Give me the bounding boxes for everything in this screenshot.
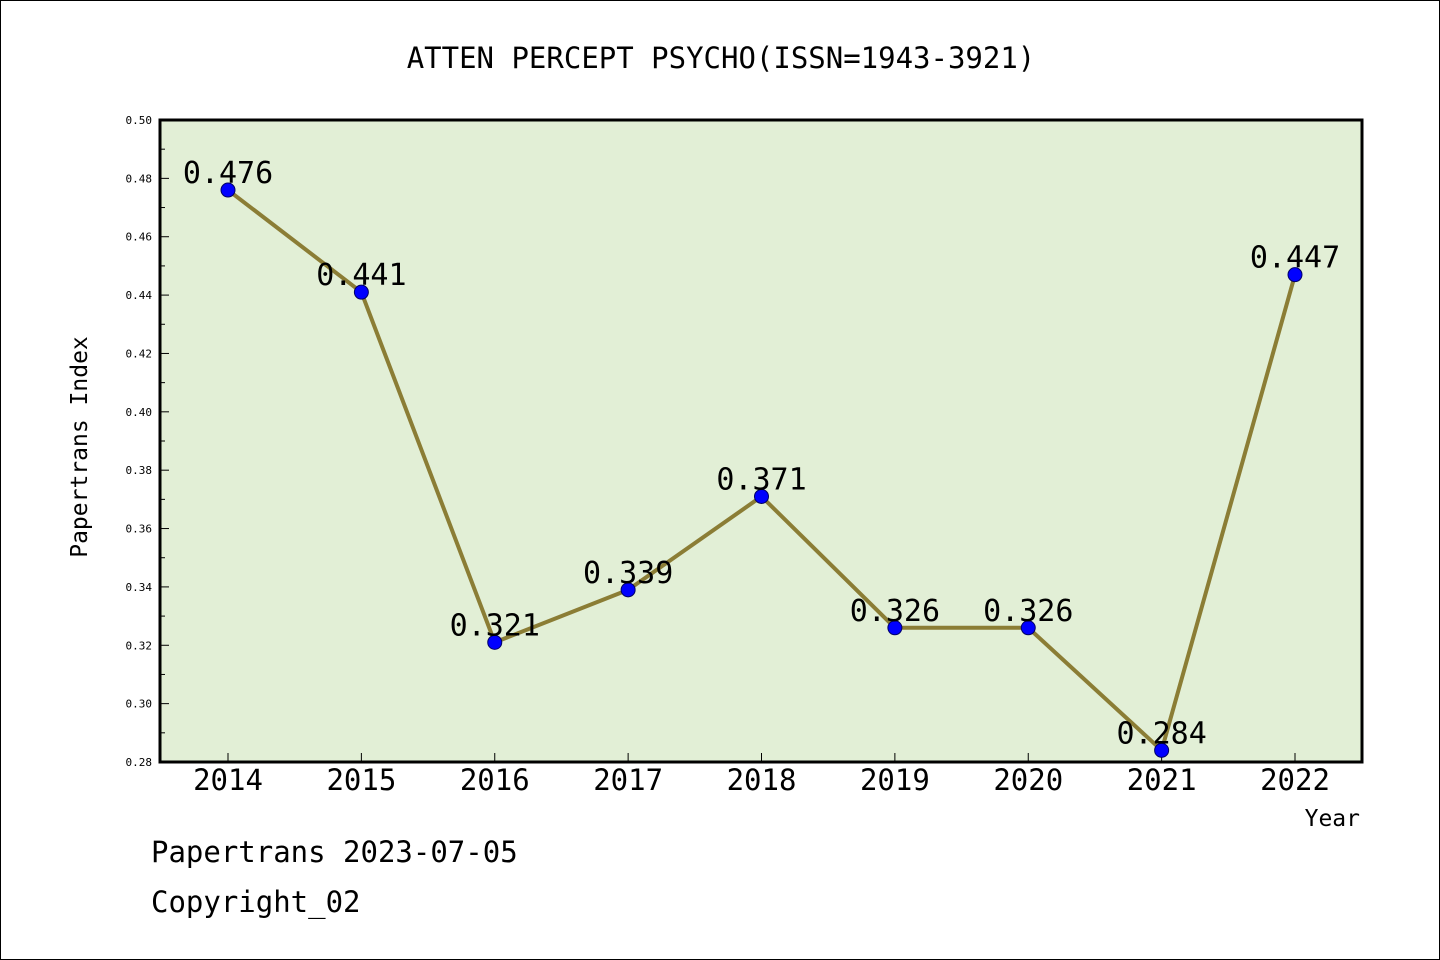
data-point-marker xyxy=(487,634,503,650)
y-axis: 0.28 0.30 0.32 0.34 0.36 0.38 0.40 0.42 0.44 0.46… xyxy=(126,114,169,769)
y-tick-label: 0.34 xyxy=(126,581,153,594)
y-tick-label: 0.32 xyxy=(126,639,153,652)
data-point-marker xyxy=(887,620,903,636)
y-tick-label: 0.36 xyxy=(126,523,153,536)
x-tick-label: 2018 xyxy=(727,763,797,797)
data-point-marker xyxy=(1154,742,1170,758)
y-tick-label: 0.42 xyxy=(126,347,153,360)
data-label: 0.371 xyxy=(716,462,806,497)
data-label: 0.476 xyxy=(183,156,273,191)
x-tick-label: 2021 xyxy=(1127,763,1197,797)
data-label: 0.321 xyxy=(450,608,540,643)
y-tick-label: 0.50 xyxy=(126,114,153,127)
y-tick-label: 0.30 xyxy=(126,698,153,711)
footer-date-line: Papertrans 2023-07-05 xyxy=(151,835,518,869)
x-axis-label: Year xyxy=(1305,806,1360,832)
x-tick-label: 2015 xyxy=(326,763,396,797)
x-tick-label: 2019 xyxy=(860,763,930,797)
y-axis-label: Papertrans Index xyxy=(67,336,93,558)
y-tick-label: 0.48 xyxy=(126,172,153,185)
data-point-marker xyxy=(1020,620,1036,636)
data-point-marker xyxy=(220,182,236,198)
data-point-marker xyxy=(1287,267,1303,283)
data-label: 0.441 xyxy=(316,258,406,293)
series-line-group xyxy=(220,182,1303,758)
x-tick-label: 2020 xyxy=(993,763,1063,797)
x-axis: 2014 2015 2016 2017 2018 2019 2020 2021 2022 xyxy=(193,753,1330,797)
x-tick-label: 2017 xyxy=(593,763,663,797)
x-tick-label: 2022 xyxy=(1260,763,1330,797)
data-labels-group: 0.476 0.441 0.321 0.339 0.371 0.326 0.326 0.284… xyxy=(183,156,1340,751)
chart-title: ATTEN PERCEPT PSYCHO(ISSN=1943-3921) xyxy=(407,41,1036,75)
plot-area xyxy=(158,118,1364,764)
data-label: 0.326 xyxy=(850,594,940,629)
y-tick-label: 0.44 xyxy=(126,289,153,302)
y-tick-label: 0.40 xyxy=(126,406,153,419)
data-label: 0.447 xyxy=(1250,241,1340,276)
y-tick-label: 0.46 xyxy=(126,231,153,244)
data-point-marker xyxy=(353,284,369,300)
y-tick-label: 0.38 xyxy=(126,464,153,477)
data-point-marker xyxy=(754,488,769,504)
y-tick-label: 0.28 xyxy=(126,756,153,769)
data-label: 0.284 xyxy=(1116,716,1206,751)
data-label: 0.339 xyxy=(583,556,673,591)
x-tick-label: 2014 xyxy=(193,763,263,797)
data-label: 0.326 xyxy=(983,594,1073,629)
data-point-marker xyxy=(620,582,636,598)
footer-copyright-line: Copyright_02 xyxy=(151,885,361,919)
x-tick-label: 2016 xyxy=(460,763,530,797)
